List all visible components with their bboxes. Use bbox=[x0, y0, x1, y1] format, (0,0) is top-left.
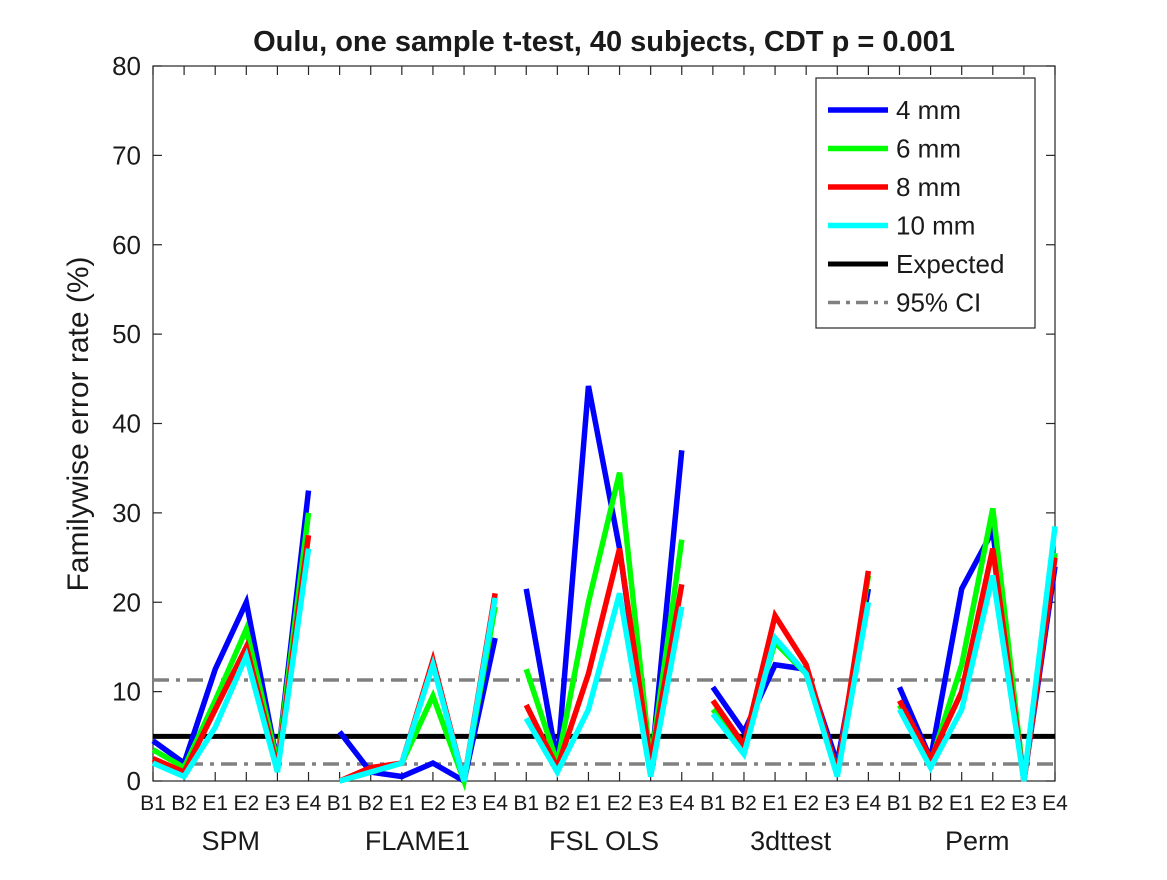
x-tick-label: E1 bbox=[762, 792, 788, 815]
y-tick-label: 40 bbox=[112, 409, 141, 439]
legend-entry-label: 95% CI bbox=[896, 288, 981, 318]
x-tick-label: E2 bbox=[420, 792, 446, 815]
x-tick-label: E3 bbox=[824, 792, 850, 815]
y-tick-label: 60 bbox=[112, 230, 141, 260]
chart-title: Oulu, one sample t-test, 40 subjects, CD… bbox=[253, 26, 955, 58]
x-tick-label: E3 bbox=[638, 792, 664, 815]
x-tick-label: E2 bbox=[980, 792, 1006, 815]
y-tick-label: 30 bbox=[112, 498, 141, 528]
y-tick-label: 80 bbox=[112, 51, 141, 81]
x-tick-label: B1 bbox=[700, 792, 726, 815]
x-tick-label: B2 bbox=[731, 792, 757, 815]
x-tick-label: E3 bbox=[451, 792, 477, 815]
x-tick-label: E1 bbox=[389, 792, 415, 815]
legend-entry-label: 8 mm bbox=[896, 172, 961, 202]
x-tick-label: E4 bbox=[296, 792, 322, 815]
x-tick-label: E4 bbox=[669, 792, 695, 815]
y-tick-label: 20 bbox=[112, 587, 141, 617]
group-label: SPM bbox=[202, 826, 261, 856]
x-tick-label: B2 bbox=[358, 792, 384, 815]
x-tick-label: B2 bbox=[171, 792, 197, 815]
x-tick-label: E1 bbox=[576, 792, 602, 815]
x-tick-label: E4 bbox=[1042, 792, 1068, 815]
group-label: 3dttest bbox=[750, 826, 832, 856]
x-tick-label: E1 bbox=[949, 792, 975, 815]
y-tick-label: 0 bbox=[127, 766, 141, 796]
y-tick-label: 70 bbox=[112, 140, 141, 170]
series-line-10-mm bbox=[713, 602, 869, 776]
x-tick-label: B2 bbox=[918, 792, 944, 815]
y-tick-label: 10 bbox=[112, 677, 141, 707]
x-tick-label: E1 bbox=[202, 792, 228, 815]
x-tick-label: E3 bbox=[1011, 792, 1037, 815]
group-label: FLAME1 bbox=[365, 826, 470, 856]
x-tick-label: E4 bbox=[856, 792, 882, 815]
legend-entry-label: Expected bbox=[896, 249, 1004, 279]
x-tick-label: E4 bbox=[482, 792, 508, 815]
x-tick-label: B1 bbox=[140, 792, 166, 815]
x-tick-label: E2 bbox=[607, 792, 633, 815]
x-tick-label: B2 bbox=[545, 792, 571, 815]
legend-entry-label: 6 mm bbox=[896, 134, 961, 164]
group-label: Perm bbox=[945, 826, 1010, 856]
legend-entry-label: 10 mm bbox=[896, 211, 975, 241]
y-tick-label: 50 bbox=[112, 319, 141, 349]
x-tick-label: B1 bbox=[327, 792, 353, 815]
legend-entry-label: 4 mm bbox=[896, 95, 961, 125]
x-tick-label: E2 bbox=[233, 792, 259, 815]
x-tick-label: E3 bbox=[265, 792, 291, 815]
x-tick-label: E2 bbox=[793, 792, 819, 815]
y-axis-label: Familywise error rate (%) bbox=[62, 256, 95, 591]
x-tick-label: B1 bbox=[887, 792, 913, 815]
group-label: FSL OLS bbox=[549, 826, 659, 856]
x-tick-label: B1 bbox=[513, 792, 539, 815]
legend: 4 mm 6 mm 8 mm 10 mm Expected 95% CI bbox=[816, 78, 1035, 328]
